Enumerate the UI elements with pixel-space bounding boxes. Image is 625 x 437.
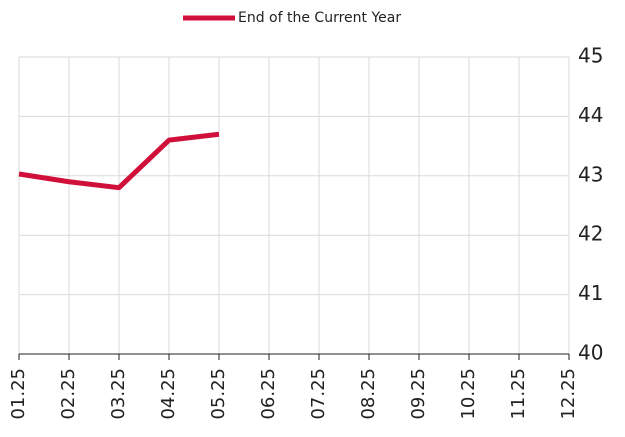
y-tick-label: 42 xyxy=(578,222,603,246)
x-tick-label: 07.25 xyxy=(308,368,329,420)
x-tick-label: 08.25 xyxy=(358,368,379,420)
x-tick-label: 01.25 xyxy=(8,368,29,420)
x-tick-label: 04.25 xyxy=(158,368,179,420)
x-tick-label: 06.25 xyxy=(258,368,279,420)
x-tick-label: 02.25 xyxy=(58,368,79,420)
x-tick-label: 03.25 xyxy=(108,368,129,420)
y-tick-label: 44 xyxy=(578,103,603,127)
x-tick-label: 12.25 xyxy=(558,368,579,420)
x-tick-label: 05.25 xyxy=(208,368,229,420)
x-tick-label: 11.25 xyxy=(508,368,529,420)
x-tick-label: 10.25 xyxy=(458,368,479,420)
y-tick-label: 43 xyxy=(578,162,603,186)
legend-label: End of the Current Year xyxy=(238,10,401,26)
y-tick-label: 41 xyxy=(578,281,603,305)
y-tick-label: 40 xyxy=(578,341,603,365)
y-tick-label: 45 xyxy=(578,44,603,68)
line-series xyxy=(18,131,220,191)
x-tick-label: 09.25 xyxy=(408,368,429,420)
